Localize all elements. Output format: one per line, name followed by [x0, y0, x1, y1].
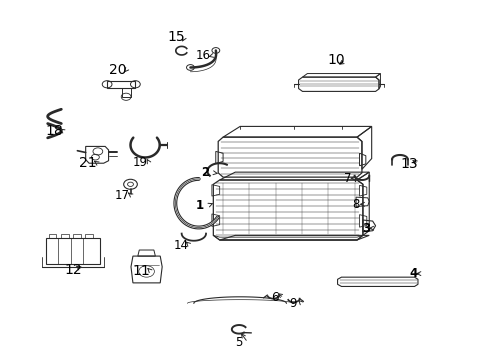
Text: 17: 17 [115, 189, 130, 202]
Text: 2: 2 [201, 166, 209, 179]
Text: 9: 9 [289, 297, 296, 310]
Text: 8: 8 [352, 198, 360, 211]
Text: 14: 14 [173, 239, 188, 252]
Text: 1: 1 [196, 198, 204, 212]
Text: 19: 19 [133, 156, 148, 169]
Text: 6: 6 [271, 291, 279, 305]
Text: 21: 21 [79, 156, 97, 170]
Text: 11: 11 [133, 264, 150, 278]
Text: 7: 7 [343, 172, 351, 185]
Text: 18: 18 [45, 124, 63, 138]
Text: 5: 5 [236, 336, 243, 349]
Text: 20: 20 [109, 63, 126, 77]
Text: 15: 15 [167, 30, 185, 44]
Text: 4: 4 [409, 267, 417, 280]
Text: 3: 3 [362, 222, 370, 235]
Text: 10: 10 [328, 53, 345, 67]
Text: 13: 13 [401, 157, 418, 171]
Text: 16: 16 [196, 49, 211, 62]
Text: 12: 12 [65, 263, 82, 277]
